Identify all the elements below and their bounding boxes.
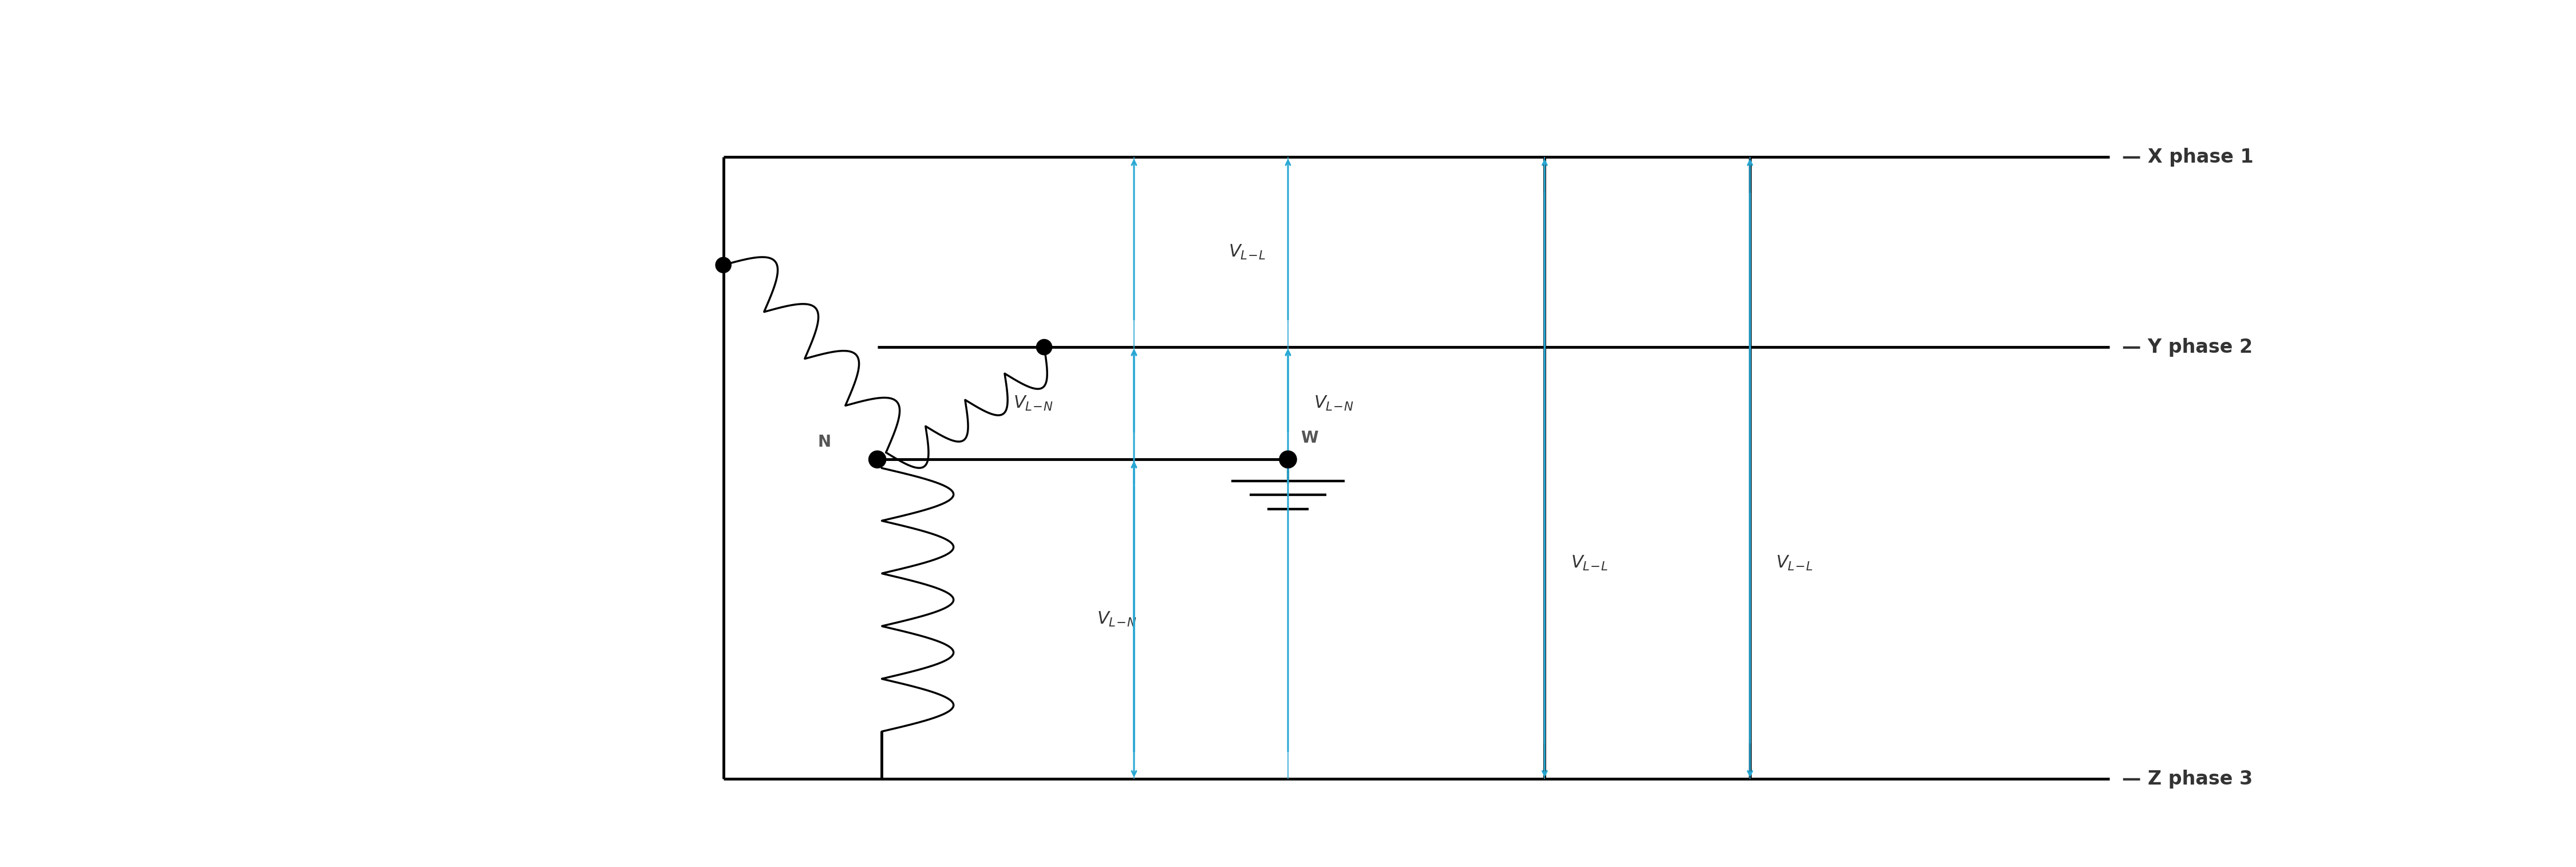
Circle shape [1280, 451, 1296, 468]
Text: $V_{L\!-\!L}$: $V_{L\!-\!L}$ [1229, 243, 1265, 261]
Text: $V_{L\!-\!N}$: $V_{L\!-\!N}$ [1314, 394, 1352, 412]
Circle shape [1036, 339, 1051, 355]
Text: N: N [819, 434, 832, 450]
Circle shape [716, 257, 732, 273]
Text: W: W [1301, 430, 1319, 446]
Text: — Z phase 3: — Z phase 3 [2123, 770, 2254, 788]
Text: $V_{L\!-\!N}$: $V_{L\!-\!N}$ [1012, 394, 1054, 412]
Text: $V_{L\!-\!N}$: $V_{L\!-\!N}$ [1097, 610, 1136, 628]
Text: — X phase 1: — X phase 1 [2123, 147, 2254, 166]
Text: $V_{L\!-\!L}$: $V_{L\!-\!L}$ [1571, 554, 1607, 572]
Text: — Y phase 2: — Y phase 2 [2123, 337, 2254, 356]
Text: $V_{L\!-\!L}$: $V_{L\!-\!L}$ [1775, 554, 1814, 572]
Circle shape [868, 451, 886, 468]
